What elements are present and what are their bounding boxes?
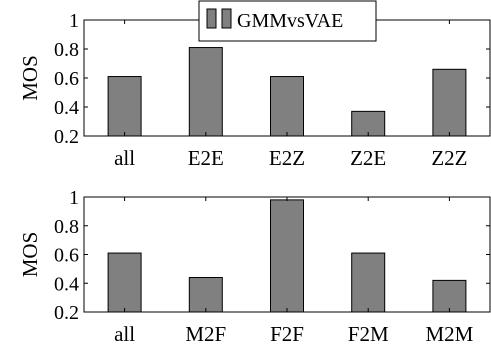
x-tick-label: E2Z [269, 146, 305, 170]
bar-f2f [270, 199, 304, 313]
bar-m2f [188, 277, 223, 313]
x-tick-label: F2M [348, 322, 389, 346]
bar-z2e [351, 110, 386, 137]
x-tick-label: M2M [425, 322, 473, 346]
y-tick-label: 0.6 [54, 245, 79, 267]
legend-label: GMMvsVAE [237, 10, 343, 32]
x-tick-label: all [114, 322, 135, 346]
y-tick-label: 0.8 [54, 39, 79, 61]
y-tick-label: 1 [69, 10, 79, 32]
bar-z2z [432, 68, 467, 137]
x-tick-label: E2E [188, 146, 224, 170]
legend-box [198, 0, 377, 42]
chart-panel-2: 0.2 0.4 0.6 0.8 1 all M2F F2F F2M M2M MOS [18, 187, 491, 346]
y-tick-label: 0.2 [54, 302, 79, 324]
y-tick-label: 1 [69, 187, 79, 209]
bar-e2z [270, 76, 304, 137]
bar-f2m [351, 252, 386, 313]
bar-all [107, 252, 142, 313]
y-tick-label: 0.6 [54, 68, 79, 90]
y-axis-label: MOS [18, 55, 42, 101]
x-tick-label: Z2E [350, 146, 386, 170]
x-tick-label: all [114, 146, 135, 170]
x-tick-label: Z2Z [431, 146, 467, 170]
bar-m2m [432, 279, 467, 313]
bar-e2e [188, 47, 223, 137]
x-tick-label: F2F [270, 322, 304, 346]
legend-swatch [206, 8, 217, 29]
chart-panel-1: 0.2 0.4 0.6 0.8 1 all E2E E2Z Z2E Z2Z MOS [18, 10, 491, 170]
y-tick-label: 0.8 [54, 216, 79, 238]
y-tick-label: 0.2 [54, 126, 79, 148]
legend-swatch [221, 8, 232, 29]
bar-all [107, 76, 142, 137]
y-tick-label: 0.4 [54, 273, 79, 295]
x-tick-label: M2F [185, 322, 226, 346]
legend: GMMvsVAE [198, 0, 377, 42]
y-tick-label: 0.4 [54, 97, 79, 119]
y-axis-label: MOS [18, 232, 42, 278]
